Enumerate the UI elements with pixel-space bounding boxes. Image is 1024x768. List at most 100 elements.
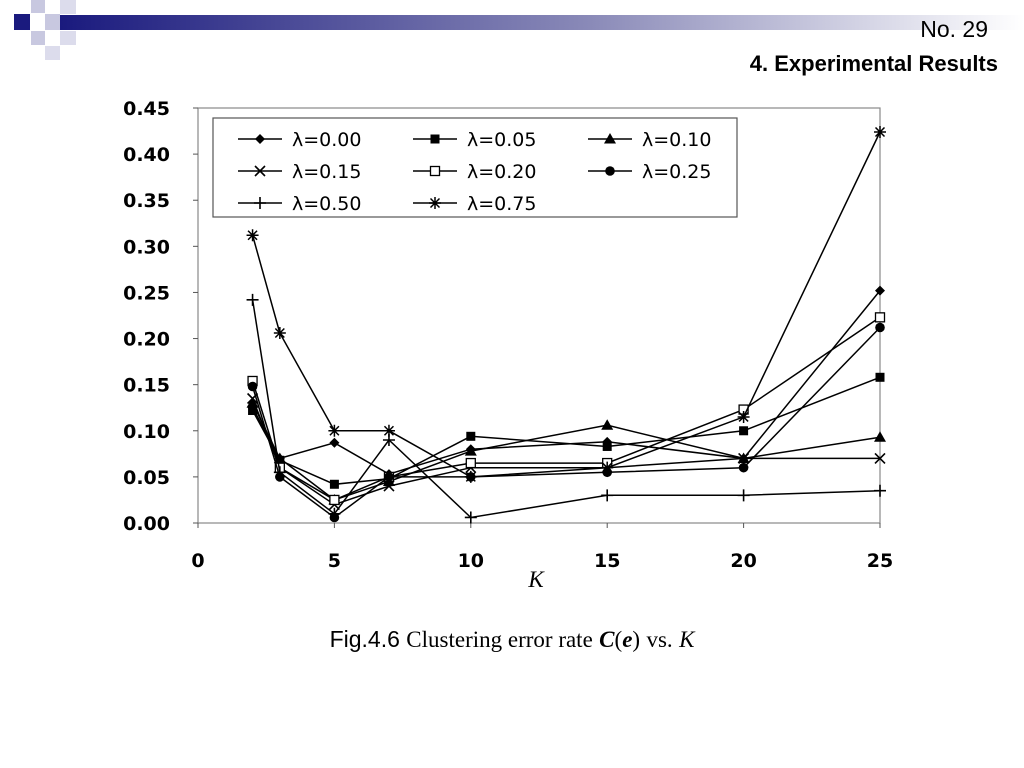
series-group — [246, 125, 886, 483]
data-point — [329, 437, 340, 448]
line-chart: 0.00 0.05 0.10 0.15 0.20 0.25 0.30 0.35 0.40 0.45… — [123, 98, 893, 592]
y-tick-label: 0.00 — [123, 513, 170, 535]
caption-symbol-e: e — [622, 627, 633, 652]
deco-square — [14, 14, 30, 30]
deco-square — [45, 14, 60, 30]
series-line — [251, 299, 881, 519]
series-line — [251, 131, 881, 478]
legend-item: λ=0.50 — [238, 193, 361, 215]
y-tick-label: 0.40 — [123, 144, 170, 166]
legend-item: λ=0.15 — [238, 161, 361, 183]
data-point — [738, 462, 749, 473]
legend-box — [212, 117, 738, 218]
data-point — [328, 507, 341, 520]
y-tick-label: 0.25 — [123, 282, 170, 304]
legend: λ=0.00 λ=0.05 λ=0.10 λ=0.15 λ=0.20 λ=0.25 λ=0.… — [212, 117, 738, 218]
data-point — [602, 441, 612, 451]
caption-vs: vs. — [646, 627, 673, 652]
legend-label: λ=0.20 — [467, 161, 536, 183]
deco-square — [14, 46, 30, 60]
legend-item: λ=0.20 — [413, 161, 536, 183]
x-tick-label: 15 — [594, 550, 620, 572]
data-point — [429, 197, 441, 209]
legend-label: λ=0.05 — [467, 129, 536, 151]
legend-label: λ=0.10 — [642, 129, 711, 151]
legend-label: λ=0.00 — [292, 129, 361, 151]
data-point — [246, 229, 259, 242]
series-line — [251, 290, 881, 475]
data-point — [329, 479, 339, 489]
data-point — [601, 419, 614, 430]
data-point — [738, 452, 750, 465]
caption-fig-label: Fig.4.6 — [329, 626, 400, 652]
data-point — [737, 489, 750, 502]
data-point — [739, 426, 749, 436]
legend-item: λ=0.05 — [413, 129, 536, 151]
data-point — [254, 165, 266, 177]
y-tick-label: 0.15 — [123, 375, 170, 397]
legend-label: λ=0.75 — [467, 193, 536, 215]
deco-square — [45, 46, 60, 60]
x-tick-label: 25 — [867, 550, 893, 572]
legend-item: λ=0.25 — [588, 161, 711, 183]
deco-square — [31, 31, 45, 45]
data-point — [255, 134, 265, 144]
data-point — [605, 166, 615, 176]
data-point — [737, 410, 750, 423]
x-tick-label: 20 — [730, 550, 756, 572]
data-point — [384, 472, 394, 482]
deco-square — [31, 0, 45, 13]
caption-paren-close: ) — [632, 627, 641, 652]
data-point — [464, 470, 477, 483]
legend-label: λ=0.50 — [292, 193, 361, 215]
series-line — [251, 316, 881, 501]
data-point — [328, 424, 341, 437]
data-point — [874, 484, 886, 497]
caption-symbol-k: K — [679, 627, 695, 652]
deco-square — [60, 31, 76, 45]
data-point — [246, 293, 259, 306]
data-point — [875, 322, 885, 333]
data-point — [874, 125, 886, 138]
title-gradient-bar — [60, 15, 1024, 30]
y-tick-label: 0.20 — [123, 329, 170, 351]
series-line — [251, 402, 881, 501]
data-point — [464, 511, 477, 524]
data-point — [875, 285, 885, 296]
caption-text: Clustering error rate — [406, 627, 593, 652]
x-tick-label: 5 — [328, 550, 341, 572]
data-point — [429, 165, 441, 177]
data-point — [601, 489, 614, 502]
data-point — [466, 431, 476, 441]
data-point — [248, 405, 258, 415]
x-tick-label: 0 — [191, 550, 204, 572]
legend-item: λ=0.00 — [238, 129, 361, 151]
data-point — [874, 312, 886, 323]
y-tick-label: 0.10 — [123, 421, 170, 443]
data-point — [465, 457, 476, 469]
legend-item: λ=0.75 — [413, 193, 536, 215]
legend-label: λ=0.15 — [292, 161, 361, 183]
data-point — [874, 452, 886, 465]
data-point — [254, 197, 266, 209]
y-tick-label: 0.45 — [123, 98, 170, 120]
data-point — [383, 480, 395, 492]
legend-label: λ=0.25 — [642, 161, 711, 183]
data-point — [601, 461, 614, 474]
data-point — [874, 431, 886, 442]
x-axis-label: K — [527, 567, 545, 592]
caption-paren-open: ( — [614, 627, 623, 652]
y-tick-label: 0.30 — [123, 236, 170, 258]
slide-number: No. 29 — [920, 16, 988, 42]
data-point — [273, 327, 286, 340]
legend-item: λ=0.10 — [588, 129, 711, 151]
deco-square — [60, 0, 76, 14]
data-point — [875, 372, 885, 382]
caption-symbol-c: C — [599, 627, 615, 652]
data-point — [464, 445, 477, 456]
data-point — [273, 466, 286, 479]
slide-title: 4. Experimental Results — [749, 51, 998, 76]
data-point — [430, 134, 440, 144]
data-point — [247, 381, 258, 392]
series-line — [251, 376, 881, 486]
